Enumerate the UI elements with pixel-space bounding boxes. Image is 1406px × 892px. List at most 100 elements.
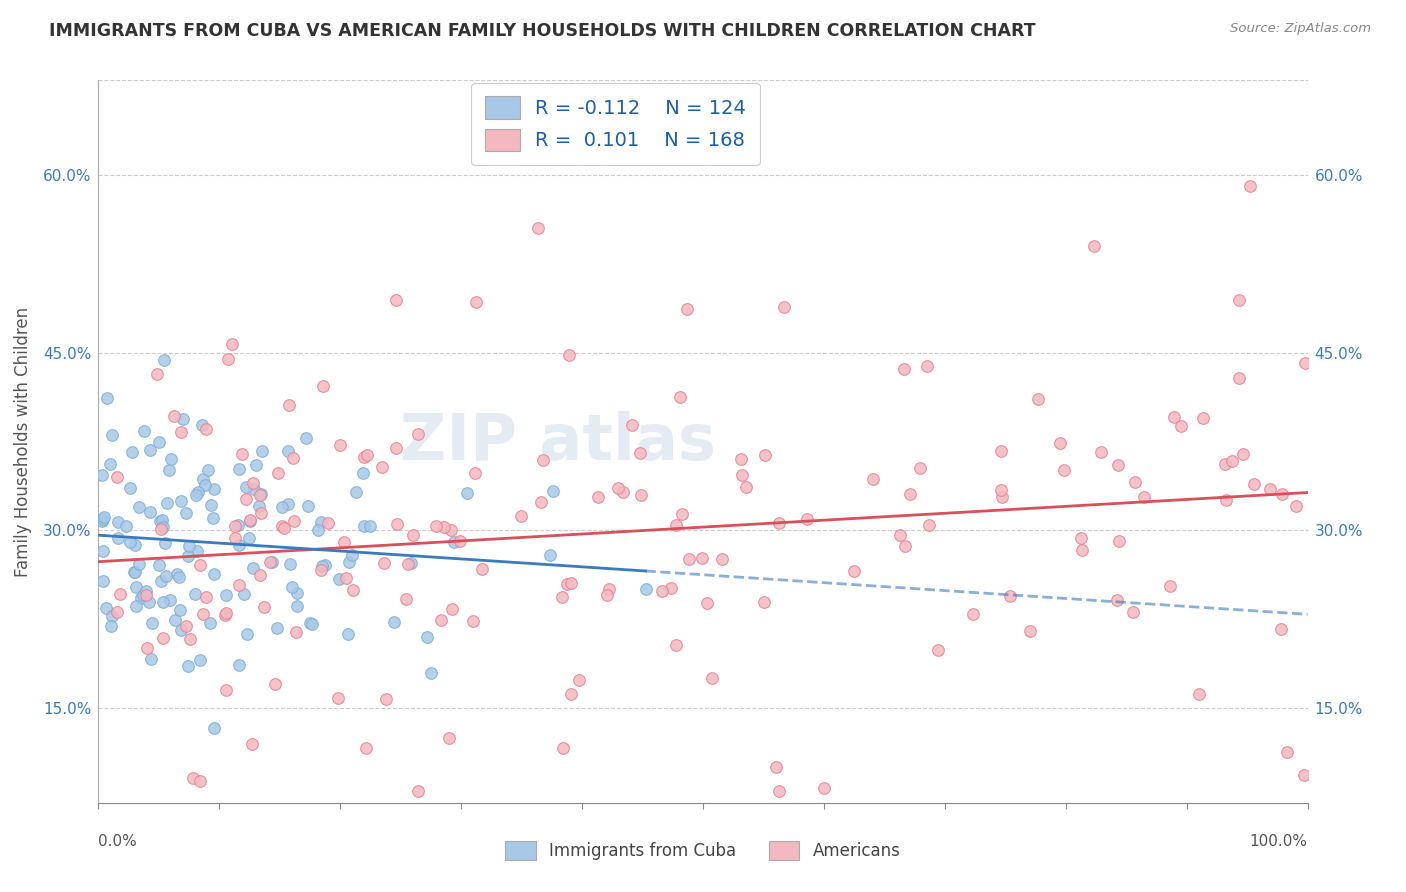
Point (259, 556, 281, 570)
Point (228, 657, 250, 672)
Point (249, 488, 271, 502)
Point (307, 523, 329, 537)
Point (277, 497, 299, 511)
Point (651, 584, 673, 599)
Point (250, 506, 273, 520)
Point (382, 615, 405, 629)
Point (134, 424, 156, 438)
Y-axis label: Family Households with Children: Family Households with Children (14, 307, 32, 576)
Point (530, 495, 553, 509)
Point (128, 500, 150, 514)
Point (100, 619, 122, 633)
Point (224, 519, 246, 533)
Point (277, 443, 299, 458)
Point (1105, 593, 1128, 607)
Point (1285, 499, 1308, 513)
Point (669, 390, 692, 404)
Point (91, 574, 114, 588)
Point (526, 221, 548, 235)
Point (121, 444, 143, 458)
Point (284, 625, 307, 640)
Point (124, 580, 146, 594)
Point (263, 677, 285, 691)
Point (179, 632, 201, 647)
Point (342, 582, 364, 597)
Point (186, 544, 208, 558)
Point (665, 638, 688, 652)
Point (159, 592, 181, 607)
Point (124, 565, 146, 579)
Point (281, 580, 304, 594)
Text: 0.0%: 0.0% (98, 834, 138, 849)
Point (215, 588, 238, 602)
Point (415, 631, 437, 645)
Point (184, 587, 207, 601)
Point (172, 411, 194, 425)
Point (266, 621, 288, 635)
Point (696, 596, 718, 610)
Point (169, 493, 191, 508)
Point (194, 478, 217, 492)
Text: ZIP atlas: ZIP atlas (399, 410, 716, 473)
Point (440, 523, 463, 537)
Point (91, 543, 114, 558)
Point (560, 687, 582, 701)
Point (385, 516, 408, 531)
Point (1070, 531, 1092, 545)
Point (239, 513, 262, 527)
Point (1107, 458, 1129, 472)
Point (395, 591, 418, 606)
Point (245, 458, 267, 473)
Point (894, 539, 917, 553)
Point (309, 563, 332, 577)
Text: IMMIGRANTS FROM CUBA VS AMERICAN FAMILY HOUSEHOLDS WITH CHILDREN CORRELATION CHA: IMMIGRANTS FROM CUBA VS AMERICAN FAMILY … (49, 22, 1036, 40)
Point (124, 538, 146, 552)
Point (191, 472, 214, 486)
Point (148, 434, 170, 449)
Point (181, 771, 204, 785)
Point (152, 512, 174, 526)
Point (842, 564, 865, 578)
Point (1239, 178, 1261, 193)
Point (628, 446, 651, 460)
Point (298, 616, 321, 631)
Point (1215, 493, 1237, 508)
Point (754, 448, 776, 462)
Point (675, 302, 697, 317)
Point (169, 425, 191, 439)
Point (730, 467, 752, 482)
Point (893, 362, 915, 376)
Point (443, 535, 465, 549)
Point (232, 587, 254, 601)
Point (1133, 490, 1156, 504)
Point (107, 531, 129, 545)
Point (555, 576, 578, 591)
Point (671, 508, 693, 522)
Point (316, 516, 339, 530)
Point (471, 562, 494, 576)
Point (94, 600, 117, 615)
Point (329, 438, 352, 452)
Point (174, 507, 197, 521)
Point (270, 500, 292, 514)
Point (1123, 475, 1146, 490)
Point (1243, 476, 1265, 491)
Point (385, 441, 408, 455)
Point (406, 784, 429, 798)
Point (166, 566, 188, 581)
Point (437, 731, 460, 745)
Point (510, 509, 533, 524)
Point (221, 336, 243, 351)
Point (1227, 293, 1250, 307)
Point (598, 582, 620, 597)
Point (145, 367, 167, 381)
Point (202, 567, 225, 582)
Point (96, 391, 118, 405)
Point (385, 293, 408, 307)
Point (353, 519, 375, 533)
Point (177, 539, 200, 553)
Point (678, 552, 700, 566)
Point (149, 522, 172, 536)
Point (560, 576, 582, 591)
Point (1232, 447, 1254, 461)
